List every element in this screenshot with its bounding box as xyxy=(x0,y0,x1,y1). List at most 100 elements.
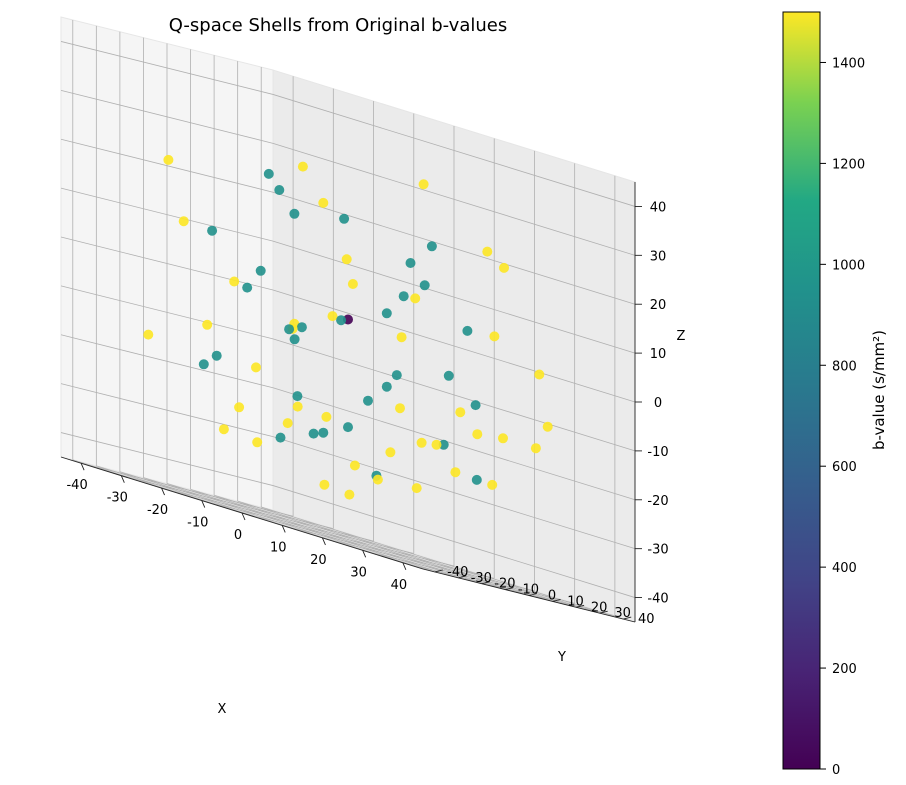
data-point-b750 xyxy=(296,322,307,333)
colorbar: 0 200 400 600 800 1000 1200 1400 b-value (s/mm²… xyxy=(782,11,888,778)
data-point-b750 xyxy=(207,225,218,236)
x-tick-label: 40 xyxy=(391,578,408,593)
x-tick-mark xyxy=(161,487,165,496)
grid-line-z-back xyxy=(272,240,636,354)
data-point-b1500 xyxy=(455,407,466,418)
y-tick-mark xyxy=(576,604,585,608)
colorbar-tick-label: 1200 xyxy=(832,157,865,172)
data-point-b750 xyxy=(343,422,353,433)
grid-line-y-floor xyxy=(213,494,577,608)
z-axis-label: Z xyxy=(677,329,686,344)
colorbar-tick-label: 1400 xyxy=(832,56,865,71)
data-point-b750 xyxy=(308,428,319,439)
data-point-b1500 xyxy=(411,483,422,494)
z-tick-label: 10 xyxy=(650,347,667,362)
data-point-b1500 xyxy=(498,433,508,444)
data-point-b750 xyxy=(289,208,300,219)
grid-line-z-left xyxy=(60,334,274,389)
data-point-b750 xyxy=(263,168,274,179)
colorbar-tick-label: 400 xyxy=(832,561,857,576)
data-point-b1500 xyxy=(395,403,405,414)
grid-line-y-floor xyxy=(237,500,600,614)
data-point-b750 xyxy=(242,282,253,293)
data-point-b1500 xyxy=(499,262,509,273)
y-axis-label: Y xyxy=(557,650,566,665)
colorbar-label: b-value (s/mm²) xyxy=(870,330,888,450)
data-point-b1500 xyxy=(163,154,174,165)
y-tick-mark xyxy=(599,610,608,614)
grid-line-z-back xyxy=(272,142,636,256)
data-point-b750 xyxy=(275,432,286,443)
data-point-b1500 xyxy=(410,293,421,304)
x-axis-label: X xyxy=(218,702,227,717)
data-point-b750 xyxy=(211,350,222,361)
grid-line-z-back xyxy=(272,289,636,403)
grid-line-y-floor xyxy=(261,506,624,620)
grid-line-z-back xyxy=(272,94,636,207)
data-point-b1500 xyxy=(321,411,332,422)
z-tick-label: -40 xyxy=(647,592,668,607)
x-tick-mark xyxy=(322,537,326,546)
colorbar-tick-label: 600 xyxy=(832,460,857,475)
x-tick-label: 0 xyxy=(234,528,242,543)
x-tick-label: -30 xyxy=(107,491,128,506)
x-tick-mark xyxy=(241,512,246,521)
colorbar-gradient xyxy=(782,11,821,770)
grid-line-y-floor xyxy=(166,483,530,596)
data-point-b1500 xyxy=(534,369,545,380)
data-point-b750 xyxy=(471,474,482,485)
data-point-b750 xyxy=(381,381,392,392)
grid-line-z-back xyxy=(272,338,636,452)
data-point-b750 xyxy=(426,241,437,252)
x-tick-label: 20 xyxy=(310,553,327,568)
grid-line-z-back xyxy=(272,387,636,501)
data-point-b750 xyxy=(381,308,392,319)
data-point-b750 xyxy=(336,315,347,326)
data-points xyxy=(143,154,553,500)
data-point-b750 xyxy=(289,334,300,345)
data-point-b1500 xyxy=(347,279,358,289)
data-point-b1500 xyxy=(234,402,245,413)
data-point-b750 xyxy=(318,427,329,438)
y-tick-mark xyxy=(505,587,514,591)
data-point-b750 xyxy=(391,370,402,381)
z-tick-label: -30 xyxy=(647,543,668,558)
data-point-b750 xyxy=(284,324,295,335)
y-tick-label: 40 xyxy=(638,612,655,627)
grid-line-z-left xyxy=(60,432,274,486)
data-point-b1500 xyxy=(327,311,338,322)
y-tick-mark xyxy=(552,598,561,602)
data-point-b750 xyxy=(405,258,416,268)
data-point-b1500 xyxy=(542,421,553,432)
data-point-b750 xyxy=(470,400,481,411)
data-point-b1500 xyxy=(178,216,189,227)
x-tick-mark xyxy=(281,525,286,533)
chart-title: Q-space Shells from Original b-values xyxy=(169,15,507,36)
data-point-b1500 xyxy=(431,439,442,450)
grid-line-y-floor xyxy=(143,477,506,590)
y-tick-label: -10 xyxy=(518,583,539,598)
data-point-b1500 xyxy=(450,467,461,478)
x-tick-label: -10 xyxy=(187,516,208,531)
data-point-b1500 xyxy=(489,331,500,342)
grid-line-z-left xyxy=(60,89,274,144)
colorbar-tick-label: 0 xyxy=(832,763,840,778)
data-point-b1500 xyxy=(396,332,407,343)
y-tick-mark xyxy=(458,575,467,579)
grid-line-z-left xyxy=(60,187,274,242)
grid-line-z-back xyxy=(272,436,636,550)
data-point-b1500 xyxy=(297,161,308,172)
y-tick-label: -20 xyxy=(494,577,515,592)
grid-line-z-back xyxy=(272,191,636,305)
data-point-b750 xyxy=(443,370,454,381)
x-tick-mark xyxy=(201,500,206,508)
grid-line-y-floor xyxy=(190,489,553,602)
data-point-b1500 xyxy=(416,437,427,448)
data-point-b1500 xyxy=(318,197,329,208)
y-tick-mark xyxy=(528,593,538,596)
data-point-b1500 xyxy=(349,460,360,471)
data-point-b1500 xyxy=(530,443,541,454)
z-tick-label: -10 xyxy=(647,445,668,460)
